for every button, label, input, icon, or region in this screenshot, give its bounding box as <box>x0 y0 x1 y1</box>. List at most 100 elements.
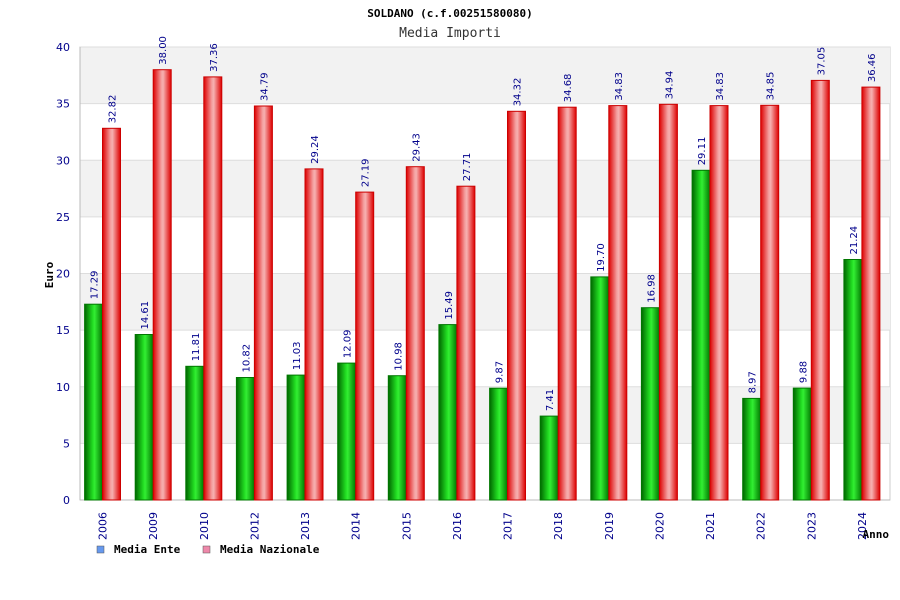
bar-media-nazionale <box>254 106 272 500</box>
data-label: 7.41 <box>545 389 556 411</box>
bar-media-ente <box>743 398 761 500</box>
x-tick-label: 2019 <box>603 512 616 540</box>
data-label: 37.05 <box>816 47 827 76</box>
x-tick-label: 2013 <box>299 512 312 540</box>
data-label: 29.43 <box>411 133 422 162</box>
y-tick-label: 0 <box>63 494 70 507</box>
x-tick-label: 2012 <box>248 512 261 540</box>
bar-media-ente <box>236 378 254 501</box>
y-tick-label: 40 <box>56 41 70 54</box>
data-label: 36.46 <box>867 53 878 82</box>
bar-media-nazionale <box>103 128 121 500</box>
data-label: 32.82 <box>108 95 119 124</box>
data-label: 9.88 <box>798 361 809 383</box>
x-tick-label: 2009 <box>147 512 160 540</box>
data-label: 12.09 <box>343 329 354 358</box>
bar-media-ente <box>338 363 356 500</box>
bar-media-ente <box>135 335 153 501</box>
x-tick-label: 2014 <box>350 512 363 540</box>
bar-media-ente <box>490 388 508 500</box>
x-tick-label: 2023 <box>805 512 818 540</box>
data-label: 34.32 <box>513 78 524 107</box>
legend-swatch-nazionale <box>203 546 210 553</box>
legend: Media Ente Media Nazionale <box>97 543 320 556</box>
data-label: 37.36 <box>209 43 220 72</box>
data-label: 27.71 <box>462 153 473 182</box>
y-tick-label: 35 <box>56 98 70 111</box>
bar-media-ente <box>186 366 204 500</box>
bar-media-nazionale <box>457 186 475 500</box>
x-tick-label: 2006 <box>97 512 110 540</box>
data-label: 29.24 <box>310 135 321 164</box>
x-axis-label: Anno <box>863 528 890 541</box>
y-tick-label: 20 <box>56 268 70 281</box>
y-tick-label: 5 <box>63 437 70 450</box>
data-label: 11.81 <box>191 333 202 362</box>
bar-media-ente <box>439 325 457 500</box>
data-label: 11.03 <box>292 341 303 370</box>
bar-media-nazionale <box>609 106 627 500</box>
data-label: 14.61 <box>140 301 151 330</box>
bar-media-ente <box>844 260 862 501</box>
data-label: 27.19 <box>361 158 372 187</box>
x-tick-label: 2018 <box>552 512 565 540</box>
data-label: 21.24 <box>849 226 860 255</box>
y-axis-label: Euro <box>43 261 56 288</box>
data-label: 10.82 <box>241 344 252 373</box>
x-tick-label: 2015 <box>400 512 413 540</box>
bar-media-nazionale <box>153 70 171 500</box>
bar-media-nazionale <box>558 107 576 500</box>
bar-media-nazionale <box>406 167 424 500</box>
y-axis-ticks: 0 5 10 15 20 25 30 35 40 <box>56 41 70 507</box>
x-axis-ticks: 2006 2009 2010 2012 2013 2014 2015 2016 2017 2018… <box>97 512 869 540</box>
data-label: 38.00 <box>158 36 169 65</box>
bar-media-ente <box>287 375 305 500</box>
data-label: 17.29 <box>90 271 101 300</box>
data-label: 34.85 <box>766 72 777 101</box>
bar-media-ente <box>692 170 710 500</box>
data-label: 34.83 <box>715 72 726 101</box>
bar-media-nazionale <box>356 192 374 500</box>
bar-media-nazionale <box>659 104 677 500</box>
chart-title: SOLDANO (c.f.00251580080) <box>367 7 533 20</box>
legend-swatch-ente <box>97 546 104 553</box>
bar-media-nazionale <box>811 80 829 500</box>
bar-media-ente <box>388 376 406 500</box>
bar-media-nazionale <box>305 169 323 500</box>
x-tick-label: 2022 <box>755 512 768 540</box>
data-label: 19.70 <box>596 243 607 272</box>
data-label: 34.79 <box>259 72 270 101</box>
data-label: 34.94 <box>664 71 675 100</box>
x-tick-label: 2017 <box>502 512 515 540</box>
data-label: 8.97 <box>748 371 759 393</box>
data-label: 9.87 <box>495 361 506 383</box>
bar-media-nazionale <box>761 105 779 500</box>
x-tick-label: 2016 <box>451 512 464 540</box>
bar-media-ente <box>591 277 609 500</box>
data-label: 15.49 <box>444 291 455 320</box>
data-label: 34.68 <box>563 74 574 103</box>
y-tick-label: 15 <box>56 324 70 337</box>
x-tick-label: 2010 <box>198 512 211 540</box>
y-tick-label: 25 <box>56 211 70 224</box>
x-tick-label: 2021 <box>704 512 717 540</box>
data-label: 16.98 <box>646 274 657 303</box>
data-label: 34.83 <box>614 72 625 101</box>
bar-media-ente <box>540 416 558 500</box>
bar-media-ente <box>641 308 659 500</box>
legend-label-nazionale: Media Nazionale <box>220 543 320 556</box>
data-label: 10.98 <box>393 342 404 371</box>
x-tick-label: 2020 <box>653 512 666 540</box>
bar-media-ente <box>793 388 811 500</box>
bar-media-nazionale <box>862 87 880 500</box>
y-tick-label: 30 <box>56 154 70 167</box>
bar-media-nazionale <box>710 106 728 500</box>
legend-label-ente: Media Ente <box>114 543 181 556</box>
bar-media-nazionale <box>508 111 526 500</box>
bar-media-nazionale <box>204 77 222 500</box>
bar-media-ente <box>85 304 103 500</box>
chart-subtitle: Media Importi <box>399 26 501 41</box>
data-label: 29.11 <box>697 137 708 166</box>
y-tick-label: 10 <box>56 381 70 394</box>
